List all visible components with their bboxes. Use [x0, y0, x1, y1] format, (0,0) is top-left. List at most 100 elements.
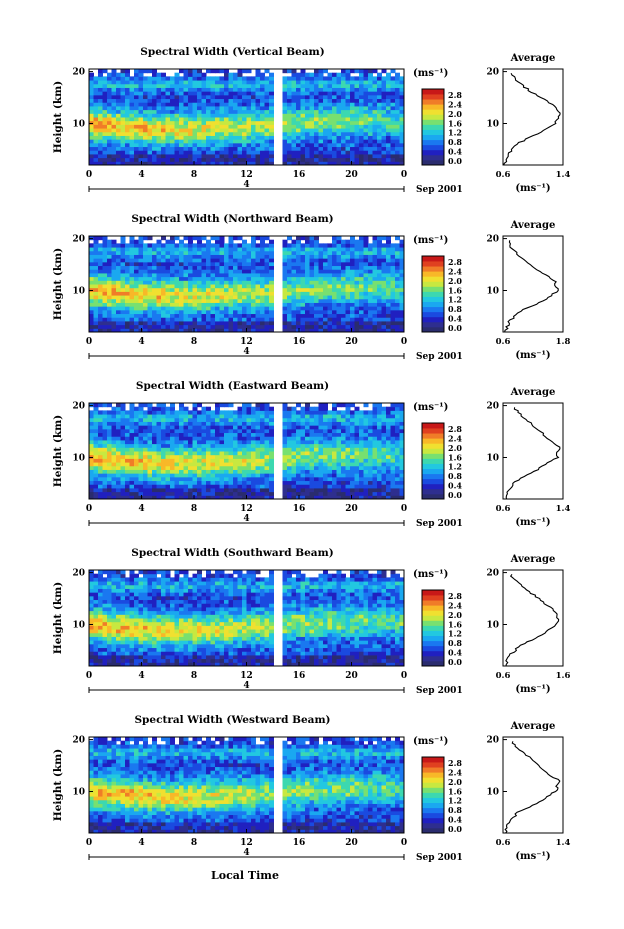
heatmap-cell: [327, 495, 333, 500]
heatmap-cell: [188, 320, 193, 326]
heatmap-cell: [197, 309, 202, 315]
heatmap-cell: [197, 98, 202, 103]
heatmap-cell: [354, 313, 360, 318]
heatmap-cell: [138, 309, 144, 315]
heatmap-cell: [138, 83, 144, 88]
heatmap-cell: [233, 102, 238, 107]
heatmap-cell: [156, 328, 162, 333]
heatmap-cell: [287, 447, 292, 452]
heatmap-cell: [246, 150, 252, 155]
heatmap-cell: [138, 153, 144, 159]
heatmap-cell: [215, 403, 220, 408]
heatmap-cell: [372, 320, 378, 326]
heatmap-cell: [219, 487, 225, 493]
heatmap-cell: [102, 87, 108, 92]
heatmap-cell: [341, 157, 346, 162]
colorbar-swatch: [422, 296, 444, 302]
heatmap-cell: [390, 243, 396, 248]
heatmap-cell: [359, 320, 364, 326]
heatmap-cell: [197, 495, 202, 500]
heatmap-cell: [323, 120, 328, 125]
heatmap-cell: [327, 261, 333, 267]
heatmap-cell: [282, 458, 288, 463]
heatmap-cell: [111, 302, 117, 307]
heatmap-cell: [386, 313, 391, 318]
heatmap-cell: [246, 484, 252, 489]
heatmap-cell: [120, 120, 126, 125]
heatmap-cell: [287, 476, 292, 482]
heatmap-cell: [327, 83, 333, 88]
heatmap-cell: [332, 295, 337, 300]
heatmap-cell: [372, 295, 378, 300]
heatmap-cell: [318, 139, 324, 144]
heatmap-cell: [314, 480, 319, 485]
heatmap-cell: [314, 295, 319, 300]
heatmap-cell: [156, 142, 162, 148]
heatmap-cell: [201, 439, 207, 445]
heatmap-cell: [143, 276, 148, 281]
heatmap-cell: [116, 269, 121, 274]
heatmap-cell: [192, 428, 198, 434]
heatmap-cell: [305, 451, 310, 456]
heatmap-cell: [323, 102, 328, 107]
heatmap-cell: [224, 109, 229, 114]
heatmap-cell: [246, 94, 252, 100]
heatmap-cell: [161, 465, 166, 470]
heatmap-cell: [143, 83, 148, 88]
heatmap-cell: [282, 291, 288, 296]
heatmap-cell: [282, 324, 288, 329]
heatmap-cell: [197, 328, 202, 333]
heatmap-cell: [368, 269, 373, 274]
heatmap-cell: [336, 491, 342, 496]
heatmap-cell: [237, 406, 243, 411]
heatmap-cell: [287, 406, 292, 411]
heatmap-cell: [368, 261, 373, 267]
heatmap-cell: [219, 324, 225, 329]
heatmap-cell: [120, 317, 126, 322]
heatmap-cell: [296, 476, 301, 482]
heatmap-cell: [377, 135, 382, 140]
heatmap-cell: [111, 287, 117, 292]
heatmap-cell: [183, 76, 189, 81]
heatmap-cell: [192, 161, 198, 166]
heatmap-cell: [156, 120, 162, 125]
heatmap-cell: [174, 98, 180, 103]
heatmap-cell: [399, 80, 405, 85]
heatmap-cell: [381, 76, 387, 81]
heatmap-cell: [147, 487, 153, 493]
heatmap-cell: [287, 436, 292, 441]
heatmap-cell: [197, 87, 202, 92]
heatmap-cell: [107, 261, 112, 267]
heatmap-cell: [332, 291, 337, 296]
heatmap-cell: [165, 150, 171, 155]
heatmap-cell: [305, 476, 310, 482]
heatmap-cell: [300, 320, 306, 326]
heatmap-cell: [125, 258, 130, 263]
heatmap-cell: [390, 117, 396, 122]
heatmap-cell: [156, 484, 162, 489]
heatmap-cell: [381, 94, 387, 100]
heatmap-cell: [179, 432, 184, 437]
heatmap-cell: [390, 276, 396, 281]
heatmap-cell: [399, 313, 405, 318]
heatmap-cell: [120, 243, 126, 248]
heatmap-cell: [179, 328, 184, 333]
colorbar-swatch: [422, 271, 444, 277]
heatmap-cell: [161, 150, 166, 155]
heatmap-cell: [323, 476, 328, 482]
heatmap-cell: [170, 117, 175, 122]
heatmap-cell: [305, 291, 310, 296]
heatmap-cell: [224, 102, 229, 107]
heatmap-cell: [260, 476, 265, 482]
heatmap-cell: [197, 454, 202, 459]
heatmap-cell: [129, 139, 135, 144]
heatmap-cell: [323, 258, 328, 263]
heatmap-cell: [188, 258, 193, 263]
heatmap-cell: [296, 117, 301, 122]
heatmap-cell: [120, 80, 126, 85]
heatmap-cell: [111, 76, 117, 81]
heatmap-cell: [395, 306, 400, 311]
heatmap-cell: [228, 484, 234, 489]
heatmap-cell: [134, 328, 139, 333]
heatmap-cell: [192, 480, 198, 485]
